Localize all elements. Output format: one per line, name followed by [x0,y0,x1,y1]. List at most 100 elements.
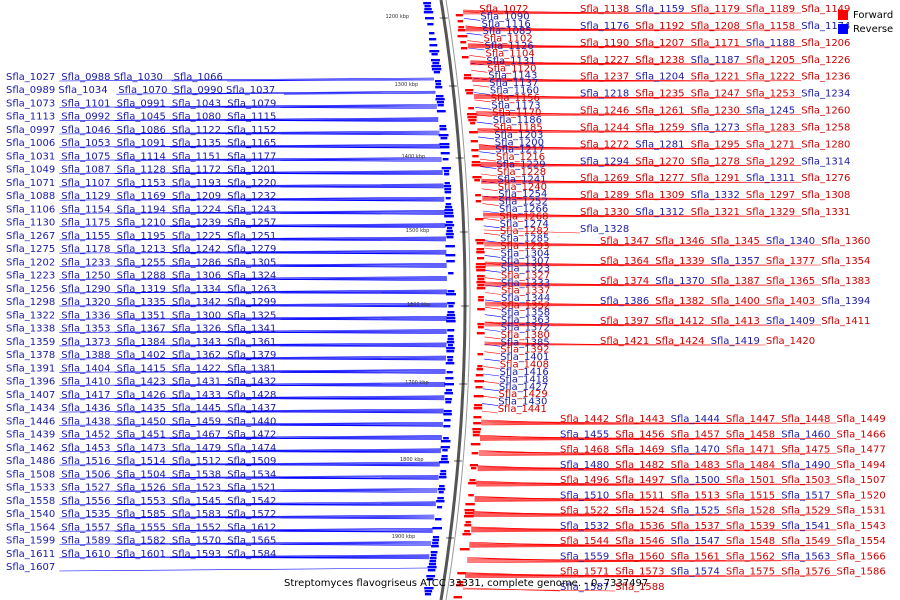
gene-label[interactable]: Sfla_1152 [227,125,276,136]
gene-label[interactable]: Sfla_1331 [801,207,850,218]
gene-label[interactable]: Sfla_1178 [61,244,110,255]
gene-label[interactable]: Sfla_0990 Sfla_1037 [174,85,276,96]
gene-label[interactable]: Sfla_1229 [496,160,545,171]
gene-label[interactable]: Sfla_1173 [491,100,540,111]
gene-label[interactable]: Sfla_1410 [61,377,110,388]
gene-label[interactable]: Sfla_1153 [117,178,166,189]
gene-label[interactable]: Sfla_1338 [6,324,55,335]
gene-label[interactable]: Sfla_1113 [6,112,55,123]
gene-label[interactable]: Sfla_1472 [227,430,276,441]
gene-label[interactable]: Sfla_1299 [227,297,276,308]
gene-label[interactable]: Sfla_1305 [227,257,276,268]
gene-label[interactable]: Sfla_1513 [671,490,720,501]
gene-label[interactable]: Sfla_1154 [61,204,110,215]
gene-label[interactable]: Sfla_1271 [746,139,795,150]
gene-label[interactable]: Sfla_1085 [483,26,532,37]
gene-label[interactable]: Sfla_1122 [172,125,221,136]
gene-label[interactable]: Sfla_1268 [499,211,548,222]
gene-label[interactable]: Sfla_1475 [781,445,830,456]
gene-label[interactable]: Sfla_1291 [691,173,740,184]
gene-label[interactable]: Sfla_1347 [600,236,649,247]
gene-label[interactable]: Sfla_1156 [491,93,540,104]
gene-label[interactable]: Sfla_1130 [6,218,55,229]
gene-label[interactable]: Sfla_1447 [726,414,775,425]
gene-label[interactable]: Sfla_1583 [172,509,221,520]
gene-label[interactable]: Sfla_1509 [227,456,276,467]
gene-label[interactable]: Sfla_1373 [61,337,110,348]
gene-label[interactable]: Sfla_1307 [501,256,550,267]
gene-label[interactable]: Sfla_1342 [172,297,221,308]
gene-label[interactable]: Sfla_1260 [801,106,850,117]
gene-label[interactable]: Sfla_0992 [61,112,110,123]
gene-label[interactable]: Sfla_1582 [117,536,166,547]
gene-label[interactable]: Sfla_1223 [6,271,55,282]
gene-label[interactable]: Sfla_1420 [766,336,815,347]
gene-label[interactable]: Sfla_1079 [227,99,276,110]
gene-label[interactable]: Sfla_1424 [655,336,704,347]
gene-label[interactable]: Sfla_1266 [499,204,548,215]
gene-label[interactable]: Sfla_1538 [172,469,221,480]
gene-label[interactable]: Sfla_1444 [671,414,720,425]
gene-label[interactable]: Sfla_1574 [671,567,720,578]
gene-label[interactable]: Sfla_1226 [801,55,850,66]
gene-label[interactable]: Sfla_1294 [580,156,629,167]
gene-label[interactable]: Sfla_1383 [821,276,870,287]
gene-label[interactable]: Sfla_1357 [711,256,760,267]
gene-label[interactable]: Sfla_1459 [172,416,221,427]
gene-label[interactable]: Sfla_1120 [487,63,536,74]
gene-label[interactable]: Sfla_1601 [117,549,166,560]
gene-label[interactable]: Sfla_1270 [635,156,684,167]
gene-label[interactable]: Sfla_1070 [118,85,167,96]
gene-label[interactable]: Sfla_1415 [117,363,166,374]
gene-label[interactable]: Sfla_1236 [801,72,850,83]
gene-label[interactable]: Sfla_1589 [61,536,110,547]
gene-label[interactable]: Sfla_1165 [227,138,276,149]
gene-label[interactable]: Sfla_1512 [172,456,221,467]
gene-label[interactable]: Sfla_1185 [494,123,543,134]
gene-label[interactable]: Sfla_1557 [61,522,110,533]
gene-label[interactable]: Sfla_1576 [781,567,830,578]
gene-label[interactable]: Sfla_1227 [580,55,629,66]
gene-label[interactable]: Sfla_1205 [746,55,795,66]
gene-label[interactable]: Sfla_1440 [227,416,276,427]
gene-label[interactable]: Sfla_1306 [172,271,221,282]
gene-label[interactable]: Sfla_1217 [495,145,544,156]
gene-label[interactable]: Sfla_1385 [501,337,550,348]
gene-label[interactable]: Sfla_1411 [821,316,870,327]
gene-label[interactable]: Sfla_1252 [499,197,548,208]
gene-label[interactable]: Sfla_1151 [172,152,221,163]
gene-label[interactable]: Sfla_1237 [580,72,629,83]
gene-label[interactable]: Sfla_1343 [172,337,221,348]
gene-label[interactable]: Sfla_1413 [711,316,760,327]
gene-label[interactable]: Sfla_1497 [615,475,664,486]
gene-label[interactable]: Sfla_1254 [498,189,547,200]
gene-label[interactable]: Sfla_1243 [227,204,276,215]
gene-label[interactable]: Sfla_1552 [172,522,221,533]
gene-label[interactable]: Sfla_1418 [499,374,548,385]
gene-label[interactable]: Sfla_1261 [635,106,684,117]
gene-label[interactable]: Sfla_1610 [61,549,110,560]
gene-label[interactable]: Sfla_1423 [117,377,166,388]
gene-label[interactable]: Sfla_1232 [227,191,276,202]
gene-label[interactable]: Sfla_1230 [691,106,740,117]
gene-label[interactable]: Sfla_1193 [172,178,221,189]
gene-label[interactable]: Sfla_1403 [766,296,815,307]
gene-label[interactable]: Sfla_1593 [172,549,221,560]
gene-label[interactable]: Sfla_1419 [711,336,760,347]
gene-label[interactable]: Sfla_1516 [61,456,110,467]
gene-label[interactable]: Sfla_1480 [560,460,609,471]
gene-label[interactable]: Sfla_1102 [484,34,533,45]
gene-label[interactable]: Sfla_1584 [227,549,276,560]
gene-label[interactable]: Sfla_1046 [61,125,110,136]
gene-label[interactable]: Sfla_1396 [6,377,55,388]
gene-label[interactable]: Sfla_1432 [227,377,276,388]
gene-label[interactable]: Sfla_1275 [6,244,55,255]
gene-label[interactable]: Sfla_1323 [501,263,550,274]
gene-label[interactable]: Sfla_1155 [61,231,110,242]
gene-label[interactable]: Sfla_1500 [671,475,720,486]
gene-label[interactable]: Sfla_1282 [500,226,549,237]
gene-label[interactable]: Sfla_1404 [61,363,110,374]
gene-label[interactable]: Sfla_1541 [781,521,830,532]
gene-label[interactable]: Sfla_1304 [501,248,550,259]
gene-label[interactable]: Sfla_1555 [117,522,166,533]
